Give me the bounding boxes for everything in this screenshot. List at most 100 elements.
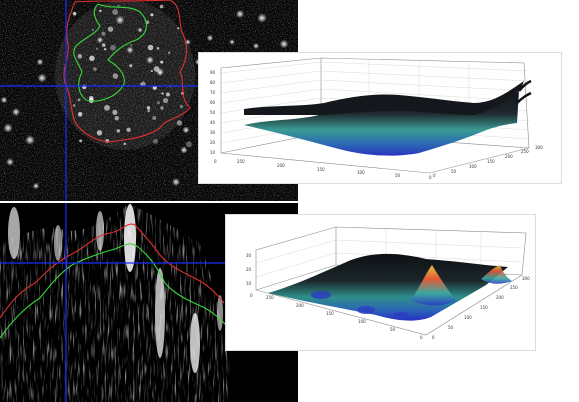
tissue-speckle bbox=[104, 104, 110, 111]
svg-text:10: 10 bbox=[210, 150, 216, 155]
cell-spot bbox=[206, 34, 214, 42]
svg-text:250: 250 bbox=[237, 159, 245, 164]
tissue-speckle bbox=[147, 44, 154, 51]
tissue-speckle bbox=[72, 11, 77, 16]
green-region-outline bbox=[73, 3, 147, 102]
svg-text:50: 50 bbox=[390, 327, 396, 332]
tissue-speckle bbox=[139, 83, 142, 86]
surface-plot-top-svg: 90 80 70 60 50 40 30 20 10 0 250 200 150… bbox=[210, 57, 543, 180]
tissue-speckle bbox=[153, 66, 160, 72]
tissue-speckle bbox=[156, 101, 161, 105]
tissue-speckle bbox=[150, 13, 154, 17]
signal-streaks bbox=[8, 204, 223, 373]
cell-spot bbox=[11, 107, 21, 117]
cell-spot bbox=[6, 158, 14, 166]
cell-spot bbox=[146, 56, 154, 64]
svg-text:250: 250 bbox=[510, 285, 518, 290]
cell-spots bbox=[0, 4, 289, 190]
tissue-speckle bbox=[161, 92, 164, 95]
svg-text:0: 0 bbox=[214, 159, 217, 164]
tissue-speckle bbox=[89, 95, 94, 101]
svg-text:100: 100 bbox=[358, 319, 366, 324]
svg-text:0: 0 bbox=[250, 293, 253, 298]
surface-secondary-peak bbox=[481, 265, 512, 284]
cell-spot bbox=[180, 146, 188, 154]
tissue-speckle bbox=[162, 98, 169, 104]
tissue-speckle bbox=[153, 138, 158, 144]
tissue-speckle bbox=[166, 92, 170, 97]
svg-text:50: 50 bbox=[210, 110, 216, 115]
cell-spot bbox=[115, 15, 125, 25]
svg-text:0: 0 bbox=[432, 335, 435, 340]
cell-spot bbox=[32, 182, 40, 190]
surface-valleys bbox=[311, 291, 409, 318]
svg-text:200: 200 bbox=[496, 295, 504, 300]
tissue-speckle bbox=[179, 104, 184, 109]
svg-text:50: 50 bbox=[448, 325, 454, 330]
svg-text:20: 20 bbox=[210, 140, 216, 145]
z-tick-labels-bottom: 30 20 10 0 bbox=[246, 253, 253, 298]
svg-text:100: 100 bbox=[464, 315, 472, 320]
tissue-speckle bbox=[146, 106, 151, 110]
svg-text:250: 250 bbox=[266, 295, 274, 300]
cell-spot bbox=[36, 58, 44, 66]
tissue-speckle bbox=[72, 104, 76, 107]
surface-tip-upper bbox=[518, 79, 532, 92]
tissue-speckle bbox=[123, 142, 126, 146]
tissue-speckle bbox=[152, 115, 157, 120]
tissue-speckle bbox=[130, 44, 133, 47]
tissue-speckle bbox=[116, 129, 121, 133]
tissue-speckle bbox=[77, 54, 83, 59]
svg-text:200: 200 bbox=[277, 163, 285, 168]
surface-peak bbox=[411, 265, 456, 306]
tissue-speckle bbox=[150, 69, 153, 73]
tissue-speckle bbox=[117, 4, 120, 8]
svg-text:90: 90 bbox=[210, 70, 216, 75]
cell-spot bbox=[279, 39, 289, 49]
svg-text:0: 0 bbox=[429, 175, 432, 180]
tissue-speckle bbox=[126, 127, 131, 133]
green-trace bbox=[0, 243, 227, 339]
svg-text:0: 0 bbox=[420, 335, 423, 340]
surface-plot-top: 90 80 70 60 50 40 30 20 10 0 250 200 150… bbox=[199, 53, 561, 183]
cell-spot bbox=[229, 39, 235, 45]
cell-spot bbox=[137, 27, 143, 33]
axes-box-bottom bbox=[255, 226, 527, 336]
tissue-speckle bbox=[91, 28, 94, 31]
surface-upper-sheet bbox=[244, 81, 524, 115]
svg-text:100: 100 bbox=[357, 170, 365, 175]
tissue-speckle bbox=[129, 64, 133, 68]
svg-text:300: 300 bbox=[535, 145, 543, 150]
tissue-speckle bbox=[110, 44, 116, 51]
svg-text:50: 50 bbox=[395, 173, 401, 178]
tissue-speckle bbox=[176, 120, 183, 126]
cell-spot bbox=[0, 96, 8, 104]
svg-text:50: 50 bbox=[451, 169, 457, 174]
tissue-speckle bbox=[147, 109, 151, 113]
tissue-speckle bbox=[77, 98, 81, 102]
svg-text:30: 30 bbox=[246, 253, 252, 258]
svg-text:150: 150 bbox=[326, 311, 334, 316]
cell-spot bbox=[25, 135, 35, 145]
svg-text:30: 30 bbox=[210, 130, 216, 135]
svg-text:10: 10 bbox=[246, 281, 252, 286]
red-trace bbox=[0, 223, 225, 319]
surface-plot-bottom: 30 20 10 0 250 200 150 100 50 0 0 50 100… bbox=[226, 215, 535, 350]
tissue-speckle bbox=[101, 43, 106, 47]
cell-spot bbox=[126, 46, 134, 54]
tissue-speckle bbox=[158, 71, 162, 75]
surface-terrain bbox=[268, 253, 508, 321]
cell-spot bbox=[252, 42, 260, 50]
tissue-speckle bbox=[156, 47, 160, 50]
tissue-speckle bbox=[177, 27, 180, 30]
svg-text:250: 250 bbox=[521, 149, 529, 154]
svg-text:70: 70 bbox=[210, 90, 216, 95]
cell-spot bbox=[182, 126, 190, 134]
tissue-speckle bbox=[101, 31, 106, 36]
tissue-speckle bbox=[93, 67, 97, 71]
svg-text:300: 300 bbox=[522, 276, 530, 281]
x-tick-labels-bottom: 250 200 150 100 50 0 bbox=[266, 295, 423, 340]
y-tick-labels-top: 0 50 100 150 200 250 300 bbox=[433, 145, 543, 178]
svg-text:40: 40 bbox=[210, 120, 216, 125]
svg-text:150: 150 bbox=[480, 305, 488, 310]
